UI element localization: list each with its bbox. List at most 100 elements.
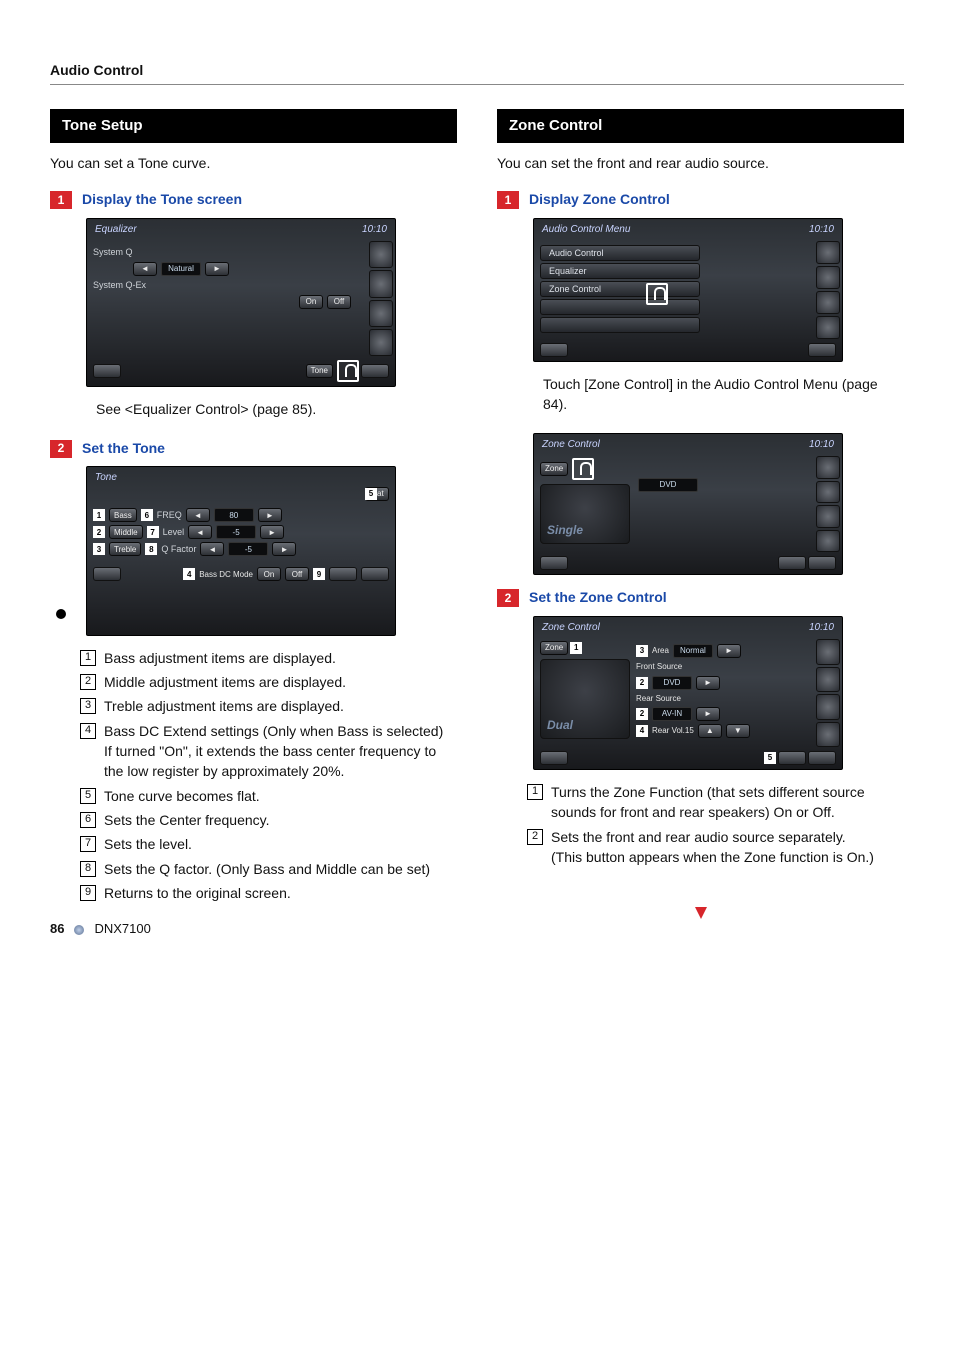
prev-button[interactable]: ◄ [186,508,210,522]
item-number: 2 [80,674,96,690]
zone-button[interactable]: Zone [540,641,568,655]
screen-title: Zone Control [542,621,600,636]
list-item: 9 Returns to the original screen. [80,883,457,903]
on-button[interactable]: On [257,567,281,581]
next-button[interactable]: ► [696,707,720,721]
zone-button[interactable]: Zone [540,462,568,476]
side-button[interactable] [369,300,393,327]
item-number: 7 [80,836,96,852]
menu-item[interactable]: Equalizer [540,263,700,279]
footer-button[interactable] [808,343,836,357]
side-button[interactable] [816,694,840,720]
next-button[interactable]: ► [696,676,720,690]
vol-down-button[interactable]: ▼ [726,724,750,738]
label: FREQ [157,509,182,522]
side-button[interactable] [816,316,840,339]
step-2: 2 Set the Zone Control [497,587,904,607]
prev-button[interactable]: ◄ [188,525,212,539]
off-button[interactable]: Off [285,567,309,581]
footer-button[interactable] [93,567,121,581]
mode-text: Single [547,522,583,539]
callout-7: 7 [147,526,159,538]
footer-button[interactable] [540,343,568,357]
item-number: 9 [80,885,96,901]
rear-value: AV-IN [652,707,692,721]
side-button[interactable] [816,722,840,748]
callout-4: 4 [183,568,195,580]
bass-tab[interactable]: Bass [109,508,137,522]
side-button[interactable] [369,241,393,268]
item-text: Sets the Center frequency. [104,810,457,830]
list-item: 6Sets the Center frequency. [80,810,457,830]
list-item: 1Turns the Zone Function (that sets diff… [527,782,904,823]
label: Level [163,526,185,539]
footer-button[interactable] [361,364,389,378]
note-text: Touch [Zone Control] in the Audio Contro… [543,374,904,415]
item-text: Sets the level. [104,834,457,854]
footer-button[interactable] [361,567,389,581]
side-button[interactable] [816,266,840,289]
next-button[interactable]: ► [717,644,741,658]
list-item: 8Sets the Q factor. (Only Bass and Middl… [80,859,457,879]
middle-tab[interactable]: Middle [109,525,143,539]
item-text: Tone curve becomes flat. [104,786,457,806]
side-button[interactable] [369,270,393,297]
on-button[interactable]: On [299,295,323,309]
menu-item[interactable]: Zone Control [540,281,700,297]
label: Front Source [636,661,808,673]
side-button[interactable] [816,241,840,264]
callout-list: 1Turns the Zone Function (that sets diff… [527,782,904,867]
side-button[interactable] [816,639,840,665]
side-button[interactable] [816,505,840,528]
next-button[interactable]: ► [260,525,284,539]
step-title: Display the Tone screen [82,189,242,209]
prev-button[interactable]: ◄ [200,542,224,556]
side-button[interactable] [816,291,840,314]
return-button[interactable] [778,556,806,570]
step-number: 2 [50,440,72,458]
row-label: System Q [93,246,173,259]
step-1: 1 Display the Tone screen [50,189,457,209]
tone-button[interactable]: Tone [306,364,333,378]
footer-button[interactable] [808,751,836,765]
vol-up-button[interactable]: ▲ [698,724,722,738]
footer-button[interactable] [540,556,568,570]
menu-item[interactable] [540,317,700,333]
menu-item[interactable] [540,299,700,315]
step-title: Display Zone Control [529,189,670,209]
area-value: Normal [673,644,713,658]
treble-tab[interactable]: Treble [109,542,141,556]
item-text: Returns to the original screen. [104,883,457,903]
side-button[interactable] [816,530,840,553]
next-button[interactable]: ► [205,262,229,276]
label: Q Factor [161,543,196,556]
section-title-zone: Zone Control [497,109,904,143]
footer-button[interactable] [93,364,121,378]
list-item: 4Bass DC Extend settings (Only when Bass… [80,721,457,782]
screen-time: 10:10 [809,621,834,636]
footer-button[interactable] [540,751,568,765]
callout-3: 3 [93,543,105,555]
callout-9: 9 [313,568,325,580]
side-button[interactable] [816,481,840,504]
prev-button[interactable]: ◄ [133,262,157,276]
item-number: 8 [80,861,96,877]
note-text: See <Equalizer Control> (page 85). [96,399,457,419]
off-button[interactable]: Off [327,295,351,309]
screen-title: Audio Control Menu [542,223,630,238]
item-text: Turns the Zone Function (that sets diffe… [551,782,904,823]
side-button[interactable] [369,329,393,356]
next-button[interactable]: ► [258,508,282,522]
screen-time: 10:10 [809,223,834,238]
next-button[interactable]: ► [272,542,296,556]
side-button[interactable] [816,667,840,693]
return-button[interactable] [778,751,806,765]
menu-item[interactable]: Audio Control [540,245,700,261]
footer-button[interactable] [808,556,836,570]
return-button[interactable] [329,567,357,581]
list-item: 2Middle adjustment items are displayed. [80,672,457,692]
callout-6: 6 [141,509,153,521]
side-button[interactable] [816,456,840,479]
value-display: 80 [214,508,254,522]
screen-time: 10:10 [809,438,834,453]
